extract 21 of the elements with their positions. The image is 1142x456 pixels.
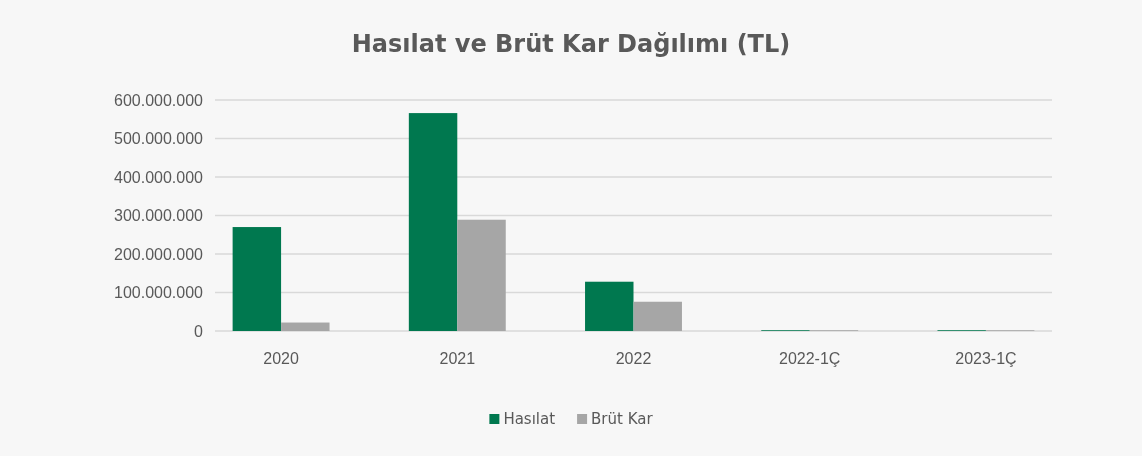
bar xyxy=(232,227,282,331)
x-tick-label: 2022-1Ç xyxy=(779,350,841,368)
bar xyxy=(633,301,682,331)
y-tick-label: 400.000.000 xyxy=(114,168,204,186)
bar xyxy=(408,113,458,331)
chart-title: Hasılat ve Brüt Kar Dağılımı (TL) xyxy=(351,30,791,58)
x-tick-label: 2020 xyxy=(263,350,299,368)
y-tick-label: 100.000.000 xyxy=(114,284,204,302)
y-tick-label: 0 xyxy=(194,322,204,340)
x-tick-label: 2021 xyxy=(439,350,476,368)
bar xyxy=(457,219,506,331)
y-tick-label: 200.000.000 xyxy=(114,245,204,263)
bar xyxy=(281,322,330,331)
y-tick-label: 300.000.000 xyxy=(114,207,204,225)
y-tick-label: 500.000.000 xyxy=(114,130,204,148)
legend-label: Hasılat xyxy=(503,410,556,428)
legend-label: Brüt Kar xyxy=(591,410,654,428)
x-tick-label: 2022 xyxy=(615,350,652,368)
x-tick-label: 2023-1Ç xyxy=(955,350,1017,368)
bar xyxy=(585,281,634,331)
y-tick-label: 600.000.000 xyxy=(114,91,204,109)
